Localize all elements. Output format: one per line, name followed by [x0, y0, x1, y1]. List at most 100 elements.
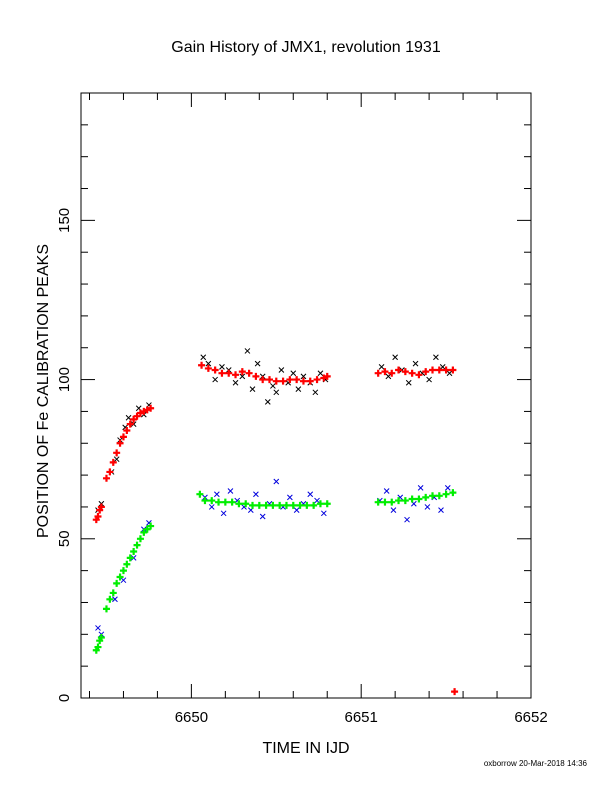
y-axis-label: POSITION OF Fe CALIBRATION PEAKS: [35, 244, 52, 538]
data-point: [272, 377, 280, 385]
data-point: [109, 589, 117, 597]
data-point: [429, 366, 437, 374]
y-tick-label: 50: [56, 530, 73, 547]
data-point: [269, 501, 277, 509]
data-point: [262, 501, 270, 509]
data-point: [314, 497, 320, 504]
data-point: [451, 688, 459, 696]
data-point: [313, 376, 321, 384]
data-point: [235, 500, 243, 508]
data-point: [208, 497, 216, 505]
data-point: [316, 500, 324, 508]
data-point: [395, 497, 403, 505]
data-point: [439, 363, 446, 370]
data-point: [221, 498, 229, 506]
data-point: [388, 369, 396, 377]
data-point: [242, 500, 250, 508]
data-point: [378, 363, 385, 370]
data-point: [446, 370, 453, 377]
data-point: [238, 368, 246, 376]
data-point: [381, 498, 389, 506]
data-point: [213, 491, 220, 498]
data-point: [133, 541, 141, 549]
data-point: [383, 488, 390, 494]
data-point: [252, 372, 260, 380]
data-point: [123, 560, 131, 568]
data-point: [136, 535, 144, 543]
data-point: [94, 643, 102, 651]
data-point: [286, 376, 294, 384]
chart-title: Gain History of JMX1, revolution 1931: [171, 39, 441, 56]
data-point: [244, 348, 251, 354]
data-point: [205, 360, 212, 367]
data-point: [245, 369, 253, 377]
data-point: [415, 371, 423, 379]
data-point: [449, 366, 457, 374]
data-point: [264, 399, 271, 405]
data-point: [289, 501, 297, 509]
data-point: [442, 366, 450, 374]
data-point: [119, 567, 127, 575]
data-point: [219, 363, 225, 370]
data-point: [270, 383, 276, 389]
data-point: [218, 369, 226, 377]
data-point: [317, 370, 324, 377]
data-point: [97, 634, 105, 641]
data-point: [278, 367, 285, 373]
data-point: [232, 379, 239, 386]
data-point: [296, 501, 304, 509]
data-point: [130, 548, 138, 556]
data-point: [215, 498, 223, 506]
data-point: [113, 449, 121, 457]
x-tick-label: 6651: [345, 709, 378, 726]
data-point: [126, 554, 134, 562]
data-point: [438, 507, 444, 513]
data-point: [295, 386, 302, 392]
data-point: [433, 354, 439, 361]
data-point: [312, 389, 319, 396]
data-point: [273, 478, 280, 485]
data-point: [392, 354, 399, 361]
data-point: [198, 361, 206, 369]
y-tick-label: 0: [56, 694, 73, 702]
data-point: [276, 501, 284, 509]
data-point: [435, 366, 443, 374]
data-point: [254, 360, 261, 367]
data-point: [259, 513, 266, 520]
data-point: [113, 456, 120, 463]
data-point: [290, 370, 297, 377]
data-point: [211, 366, 219, 374]
data-point: [293, 507, 300, 513]
data-point: [126, 420, 134, 428]
x-tick-label: 6650: [175, 709, 208, 726]
data-point: [95, 625, 101, 631]
data-point: [265, 376, 273, 384]
data-point: [293, 376, 301, 384]
data-point: [442, 490, 450, 498]
data-point: [255, 501, 263, 509]
data-point: [412, 360, 419, 367]
data-point: [228, 498, 236, 506]
data-point: [225, 369, 233, 377]
footer-credit: oxborrow 20-Mar-2018 14:36: [484, 759, 588, 768]
data-point: [415, 495, 423, 503]
data-point: [374, 369, 382, 377]
data-point: [374, 498, 382, 506]
data-point: [422, 368, 430, 376]
data-point: [119, 433, 127, 441]
data-point: [435, 492, 443, 500]
data-point: [249, 501, 257, 509]
data-point: [395, 366, 403, 374]
data-point: [426, 376, 432, 383]
data-point: [200, 354, 207, 361]
data-point: [320, 510, 327, 517]
data-point: [381, 368, 389, 376]
data-point: [385, 373, 392, 380]
data-point: [196, 490, 204, 498]
data-point: [113, 579, 121, 587]
data-point: [282, 501, 290, 509]
data-point: [147, 404, 155, 412]
data-point: [201, 497, 209, 505]
data-point: [422, 493, 430, 501]
y-tick-label: 150: [56, 208, 73, 233]
